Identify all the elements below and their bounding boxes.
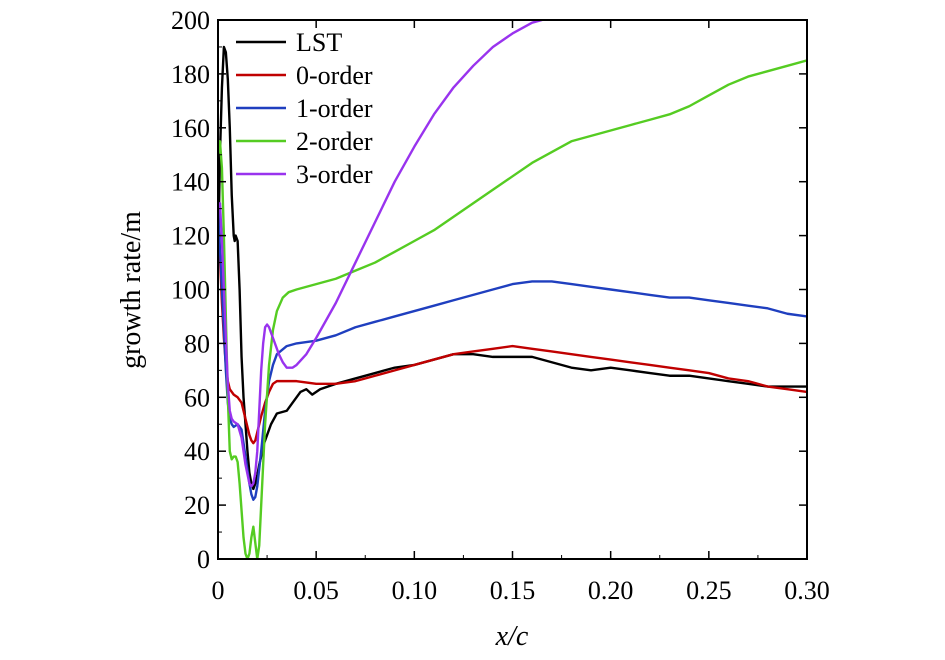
- x-tick-label: 0.15: [490, 576, 536, 605]
- x-tick-label: 0.10: [392, 576, 438, 605]
- x-tick-label: 0.25: [686, 576, 732, 605]
- y-tick-label: 180: [171, 60, 210, 89]
- y-tick-label: 0: [197, 545, 210, 574]
- series-layer: [218, 20, 807, 559]
- y-tick-label: 40: [184, 437, 210, 466]
- y-tick-label: 80: [184, 329, 210, 358]
- y-tick-label: 200: [171, 6, 210, 35]
- y-tick-label: 100: [171, 276, 210, 305]
- series-line-3: [218, 59, 807, 559]
- x-axis: 0 0.05 0.10 0.15 0.20 0.25 0.30: [212, 20, 830, 605]
- y-tick-label: 140: [171, 168, 210, 197]
- y-tick-label: 120: [171, 222, 210, 251]
- x-tick-label: 0.20: [588, 576, 634, 605]
- legend-label-2: 1-order: [296, 94, 373, 123]
- series-line-0: [218, 45, 807, 491]
- legend-label-1: 0-order: [296, 61, 373, 90]
- series-line-4: [218, 20, 544, 488]
- series-line-1: [218, 207, 807, 445]
- x-tick-label: 0: [212, 576, 225, 605]
- legend-label-3: 2-order: [296, 127, 373, 156]
- series-line-2: [218, 207, 807, 501]
- x-axis-label: x/c: [495, 621, 529, 652]
- y-axis: 0 20 40 60 80 100 120 140 160 180 200: [171, 6, 807, 574]
- legend: LST 0-order 1-order 2-order 3-order: [236, 28, 373, 189]
- y-tick-label: 20: [184, 491, 210, 520]
- y-tick-label: 60: [184, 383, 210, 412]
- legend-label-0: LST: [296, 28, 342, 57]
- y-tick-label: 160: [171, 114, 210, 143]
- x-tick-label: 0.05: [293, 576, 339, 605]
- x-tick-label: 0.30: [784, 576, 830, 605]
- legend-label-4: 3-order: [296, 160, 373, 189]
- y-axis-label: growth rate/m: [116, 211, 147, 369]
